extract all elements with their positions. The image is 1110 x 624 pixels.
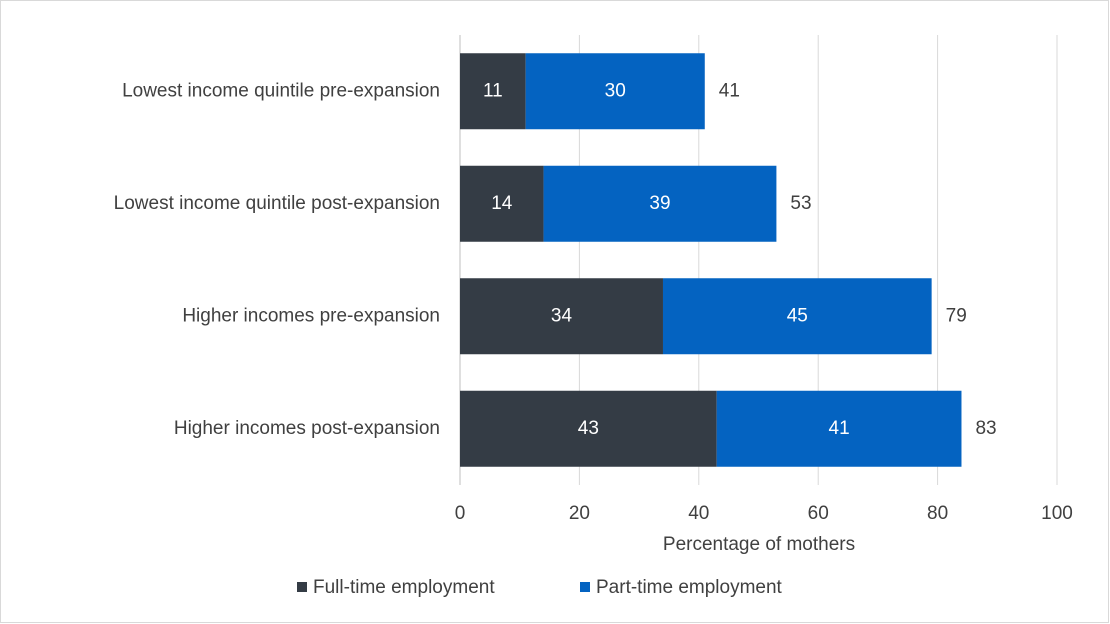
bar-segment [460,165,544,242]
bar-segment [543,165,777,242]
bar-segment [716,390,962,467]
total-label: 53 [790,193,811,214]
x-tick-label: 40 [688,503,709,524]
legend-label: Part-time employment [596,577,783,598]
data-label: 34 [551,305,573,326]
total-label: 41 [719,80,740,101]
x-axis-title: Percentage of mothers [663,534,855,555]
bar-segment [460,53,526,130]
data-label: 43 [578,418,599,439]
data-label: 45 [787,305,808,326]
data-label: 11 [483,80,503,101]
bar-segment [460,390,717,467]
total-label: 83 [975,418,996,439]
y-tick-label: Higher incomes post-expansion [174,418,440,439]
x-tick-label: 100 [1041,503,1073,524]
bar-segment [525,53,705,130]
data-label: 14 [491,193,513,214]
legend-swatch [580,582,590,592]
data-label: 30 [605,80,626,101]
y-tick-label: Lowest income quintile pre-expansion [122,80,440,101]
legend-label: Full-time employment [313,577,495,598]
data-label: 39 [649,193,670,214]
y-tick-label: Higher incomes pre-expansion [182,305,440,326]
bar-segment [460,278,663,355]
x-tick-label: 60 [808,503,829,524]
total-label: 79 [946,305,967,326]
x-tick-label: 20 [569,503,590,524]
bar-segment [662,278,932,355]
legend-swatch [297,582,307,592]
y-tick-label: Lowest income quintile post-expansion [114,193,440,214]
data-label: 41 [829,418,850,439]
x-tick-label: 80 [927,503,948,524]
x-tick-label: 0 [455,503,466,524]
